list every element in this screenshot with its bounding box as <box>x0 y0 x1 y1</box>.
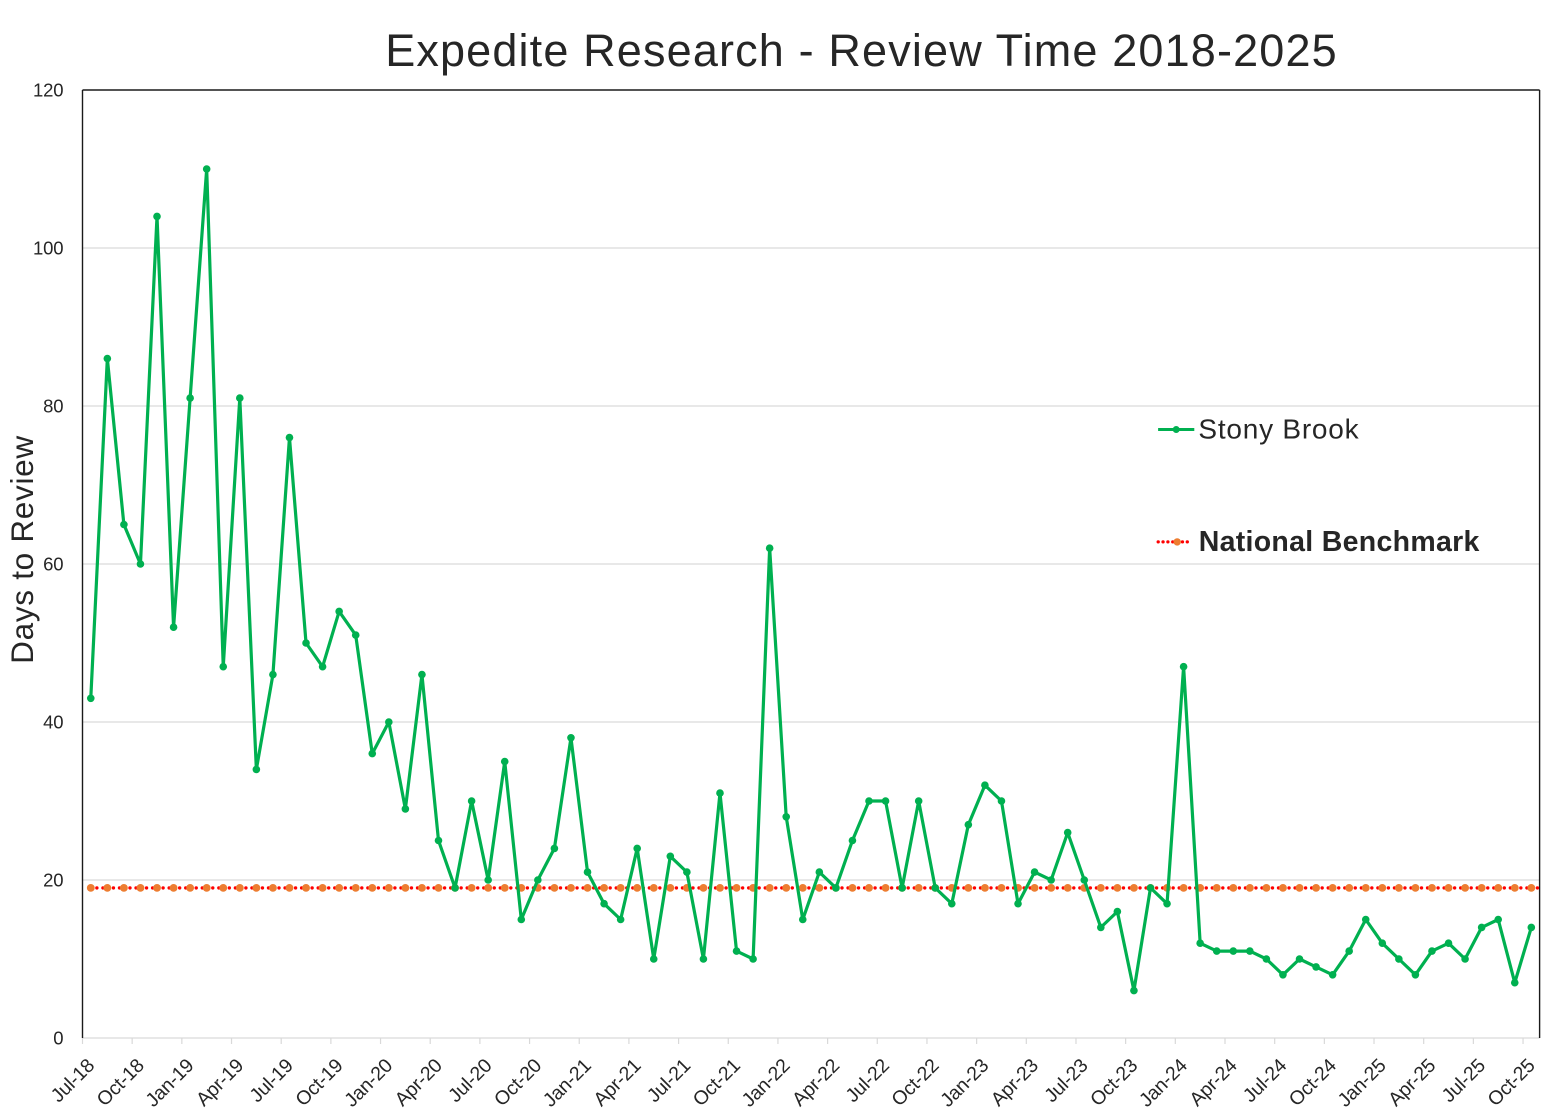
svg-text:20: 20 <box>43 870 63 891</box>
svg-text:Stony Brook: Stony Brook <box>1198 414 1359 445</box>
svg-text:60: 60 <box>43 554 63 575</box>
svg-text:National Benchmark: National Benchmark <box>1199 526 1480 558</box>
svg-text:100: 100 <box>33 238 63 259</box>
svg-text:40: 40 <box>43 712 63 733</box>
svg-text:0: 0 <box>53 1028 63 1049</box>
svg-text:Days to Review: Days to Review <box>4 435 40 664</box>
svg-text:80: 80 <box>43 396 63 417</box>
svg-text:120: 120 <box>33 80 63 101</box>
svg-text:Expedite Research - Review Tim: Expedite Research - Review Time 2018-202… <box>385 25 1338 76</box>
